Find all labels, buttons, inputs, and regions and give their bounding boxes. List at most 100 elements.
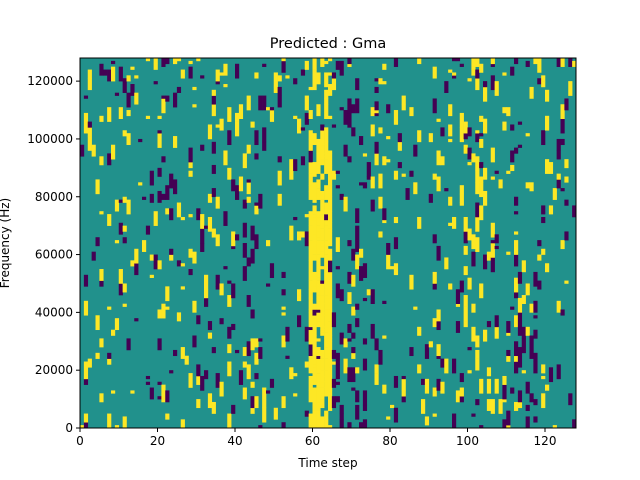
heatmap-cell bbox=[161, 393, 166, 403]
heatmap-cell bbox=[316, 72, 321, 76]
heatmap-cell bbox=[161, 193, 166, 200]
heatmap-cell bbox=[560, 58, 565, 67]
heatmap-cell bbox=[328, 257, 333, 261]
heatmap-cell bbox=[254, 202, 259, 206]
heatmap-cell bbox=[114, 240, 120, 244]
heatmap-cell bbox=[533, 361, 538, 374]
heatmap-cell bbox=[312, 410, 317, 417]
heatmap-cell bbox=[347, 378, 352, 383]
heatmap-cell bbox=[467, 370, 472, 374]
heatmap-cell bbox=[126, 338, 131, 351]
heatmap-cell bbox=[324, 283, 329, 290]
heatmap-cell bbox=[343, 144, 348, 157]
heatmap-cell bbox=[324, 72, 329, 88]
heatmap-cell bbox=[335, 237, 340, 252]
heatmap-cell bbox=[153, 58, 158, 65]
heatmap-cell bbox=[324, 254, 329, 264]
heatmap-cell bbox=[192, 300, 197, 313]
heatmap-cell bbox=[459, 127, 464, 143]
heatmap-cell bbox=[312, 352, 317, 365]
heatmap-cell bbox=[479, 425, 484, 429]
heatmap-cell bbox=[475, 399, 480, 406]
heatmap-cell bbox=[335, 352, 340, 365]
heatmap-cell bbox=[200, 75, 205, 79]
heatmap-cell bbox=[297, 231, 302, 241]
heatmap-cell bbox=[316, 211, 321, 218]
heatmap-cell bbox=[393, 375, 399, 388]
heatmap-cell bbox=[300, 69, 306, 76]
heatmap-cell bbox=[308, 190, 313, 200]
heatmap-cell bbox=[134, 318, 139, 322]
heatmap-cell bbox=[494, 315, 499, 328]
heatmap-cell bbox=[169, 370, 174, 374]
heatmap-cell bbox=[510, 66, 515, 76]
heatmap-cell bbox=[126, 199, 131, 215]
heatmap-cell bbox=[386, 243, 391, 255]
heatmap-cell bbox=[316, 277, 321, 281]
heatmap-cell bbox=[502, 399, 507, 403]
heatmap-cell bbox=[328, 341, 333, 354]
heatmap-cell bbox=[355, 98, 360, 114]
heatmap-cell bbox=[490, 222, 495, 238]
heatmap-cell bbox=[525, 133, 530, 137]
heatmap-cell bbox=[374, 86, 379, 93]
y-tick-label: 100000 bbox=[27, 132, 73, 146]
heatmap-cell bbox=[130, 66, 135, 70]
heatmap-cell bbox=[324, 297, 329, 310]
heatmap-cell bbox=[517, 326, 523, 336]
heatmap-cell bbox=[277, 95, 282, 108]
x-axis: 0 20 40 60 80 100 120 bbox=[76, 428, 556, 448]
heatmap-cell bbox=[83, 112, 89, 128]
heatmap-cell bbox=[242, 199, 247, 209]
heatmap-cell bbox=[413, 182, 418, 195]
heatmap-cell bbox=[320, 329, 325, 333]
heatmap-cell bbox=[475, 130, 480, 134]
heatmap-cell bbox=[459, 387, 464, 397]
heatmap-cell bbox=[316, 167, 321, 174]
heatmap-cell bbox=[514, 196, 519, 206]
heatmap-cell bbox=[529, 335, 534, 351]
heatmap-cell bbox=[331, 124, 337, 128]
heatmap-cell bbox=[320, 190, 325, 200]
heatmap-cell bbox=[196, 315, 201, 325]
heatmap-cell bbox=[463, 216, 468, 232]
heatmap-cell bbox=[126, 92, 131, 108]
heatmap-cell bbox=[475, 69, 480, 79]
heatmap-cell bbox=[312, 58, 317, 70]
heatmap-cell bbox=[328, 425, 333, 429]
y-tick-label: 40000 bbox=[35, 305, 73, 319]
heatmap-cell bbox=[157, 133, 162, 148]
heatmap-cell bbox=[83, 361, 89, 377]
heatmap-cell bbox=[378, 231, 383, 238]
heatmap-cell bbox=[324, 219, 329, 226]
heatmap-cell bbox=[541, 375, 546, 380]
heatmap-cell bbox=[328, 286, 333, 290]
heatmap-cell bbox=[215, 274, 220, 287]
heatmap-cell bbox=[157, 167, 162, 177]
heatmap-cell bbox=[343, 338, 348, 345]
heatmap-cell bbox=[397, 162, 402, 169]
heatmap-cell bbox=[335, 364, 340, 380]
heatmap-cell bbox=[188, 373, 193, 388]
heatmap-cell bbox=[328, 58, 333, 62]
heatmap-cell bbox=[359, 136, 364, 146]
heatmap-cell bbox=[316, 381, 321, 388]
heatmap-cell bbox=[176, 202, 182, 218]
heatmap-cell bbox=[347, 240, 352, 247]
heatmap-cell bbox=[308, 153, 313, 163]
heatmap-cell bbox=[111, 390, 116, 394]
heatmap-cell bbox=[328, 367, 333, 377]
heatmap-cell bbox=[413, 144, 418, 157]
heatmap-cell bbox=[308, 211, 313, 221]
heatmap-cell bbox=[514, 254, 519, 267]
heatmap-cell bbox=[533, 271, 538, 287]
heatmap-cell bbox=[83, 413, 89, 423]
heatmap-cell bbox=[122, 225, 127, 232]
heatmap-cell bbox=[324, 410, 329, 414]
heatmap-cell bbox=[386, 254, 391, 270]
heatmap-cell bbox=[545, 263, 550, 273]
heatmap-cell bbox=[564, 159, 569, 169]
heatmap-cell bbox=[490, 243, 495, 258]
heatmap-cell bbox=[331, 349, 337, 359]
heatmap-cell bbox=[514, 401, 519, 411]
